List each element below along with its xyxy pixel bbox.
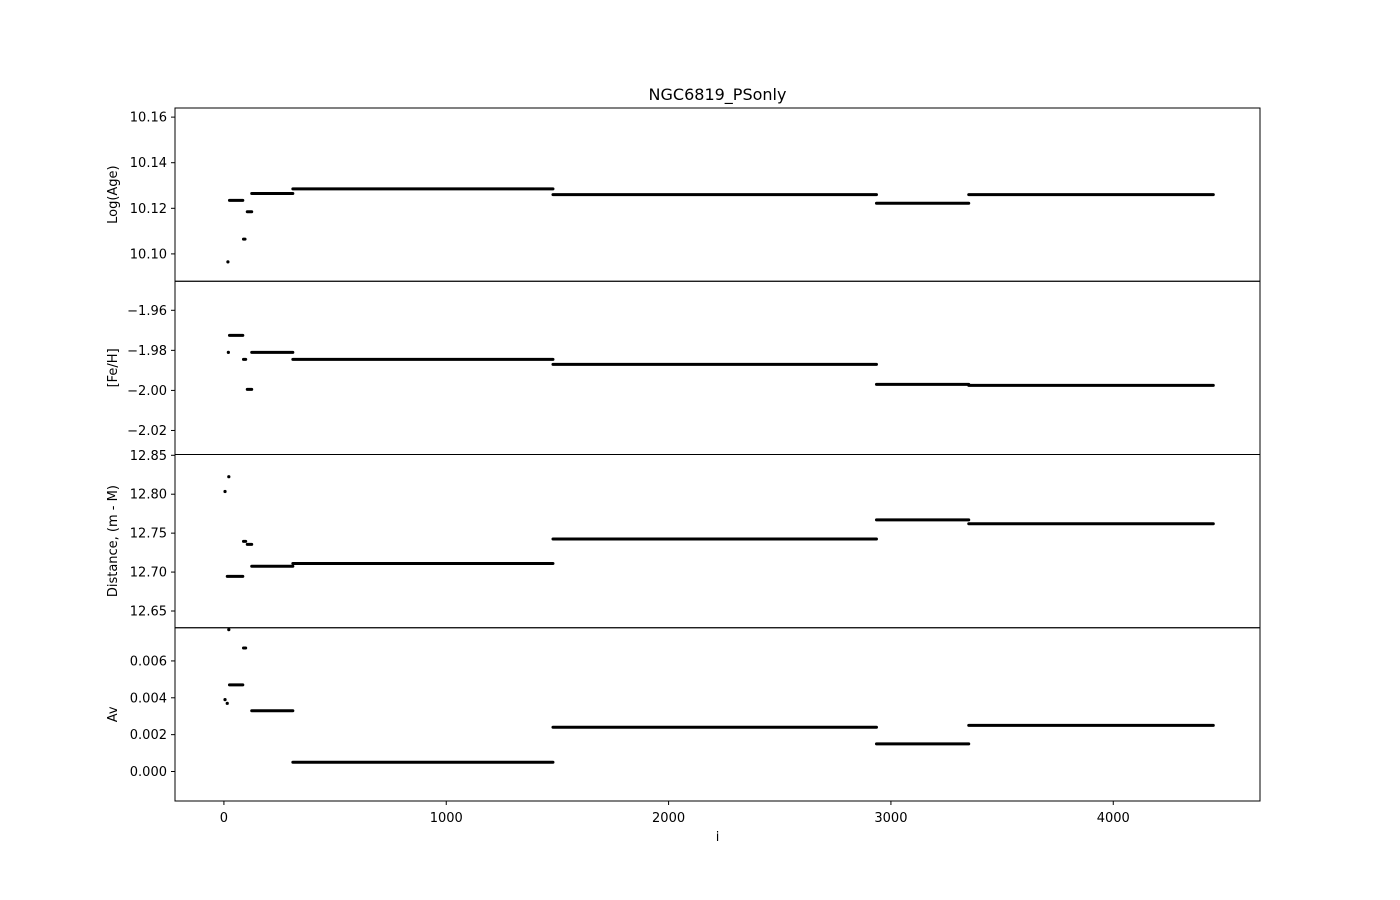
- data-point: [226, 260, 230, 264]
- data-point: [223, 698, 227, 702]
- data-point: [227, 627, 231, 632]
- y-tick-label: 12.75: [130, 527, 167, 542]
- y-tick-label: 0.002: [130, 728, 167, 743]
- y-tick-label: 0.006: [130, 654, 167, 669]
- y-tick-label: 12.80: [130, 488, 167, 503]
- data-point: [225, 701, 229, 705]
- x-tick-label: 0: [220, 811, 228, 826]
- y-tick-label: 12.65: [130, 605, 167, 620]
- y-tick-label: 10.16: [130, 111, 167, 126]
- y-tick-label: 12.70: [130, 566, 167, 581]
- x-tick-label: 1000: [430, 811, 463, 826]
- y-tick-label: 12.85: [130, 449, 167, 464]
- y-tick-label: −2.02: [127, 424, 167, 439]
- x-axis: 0 1000 2000 3000 4000: [220, 801, 1130, 826]
- data-point: [226, 350, 230, 354]
- y-axis-label: Distance, (m - M): [106, 485, 121, 597]
- y-tick-label: 0.000: [130, 765, 167, 780]
- y-tick-label: −1.98: [127, 344, 167, 359]
- x-axis-label: i: [716, 830, 720, 845]
- y-tick-label: 10.12: [130, 202, 167, 217]
- y-tick-label: 10.10: [130, 247, 167, 262]
- y-axis-label: Log(Age): [106, 165, 121, 224]
- y-tick-label: −2.00: [127, 384, 167, 399]
- panel-distance: 12.65 12.70 12.75 12.80 12.85 Distance, (m - …: [106, 449, 1261, 629]
- y-tick-label: 0.004: [130, 691, 167, 706]
- x-tick-label: 4000: [1097, 811, 1130, 826]
- panel-frame: [174, 627, 1261, 802]
- y-axis-label: [Fe/H]: [106, 348, 121, 387]
- y-axis-label: Av: [106, 706, 121, 722]
- data-point: [223, 489, 227, 494]
- panels-group: 10.10 10.12 10.14 10.16 Log(Age) −2.02 −2.00 −1…: [106, 107, 1261, 826]
- panel-av: 0.000 0.002 0.004 0.006 Av: [106, 627, 1261, 802]
- data-point: [227, 475, 231, 479]
- x-tick-label: 2000: [652, 811, 685, 826]
- chart-title: NGC6819_PSonly: [649, 85, 787, 105]
- x-tick-label: 3000: [874, 811, 907, 826]
- y-tick-label: 10.14: [130, 156, 167, 171]
- panel-log-age: 10.10 10.12 10.14 10.16 Log(Age): [106, 107, 1261, 282]
- y-tick-label: −1.96: [127, 304, 167, 319]
